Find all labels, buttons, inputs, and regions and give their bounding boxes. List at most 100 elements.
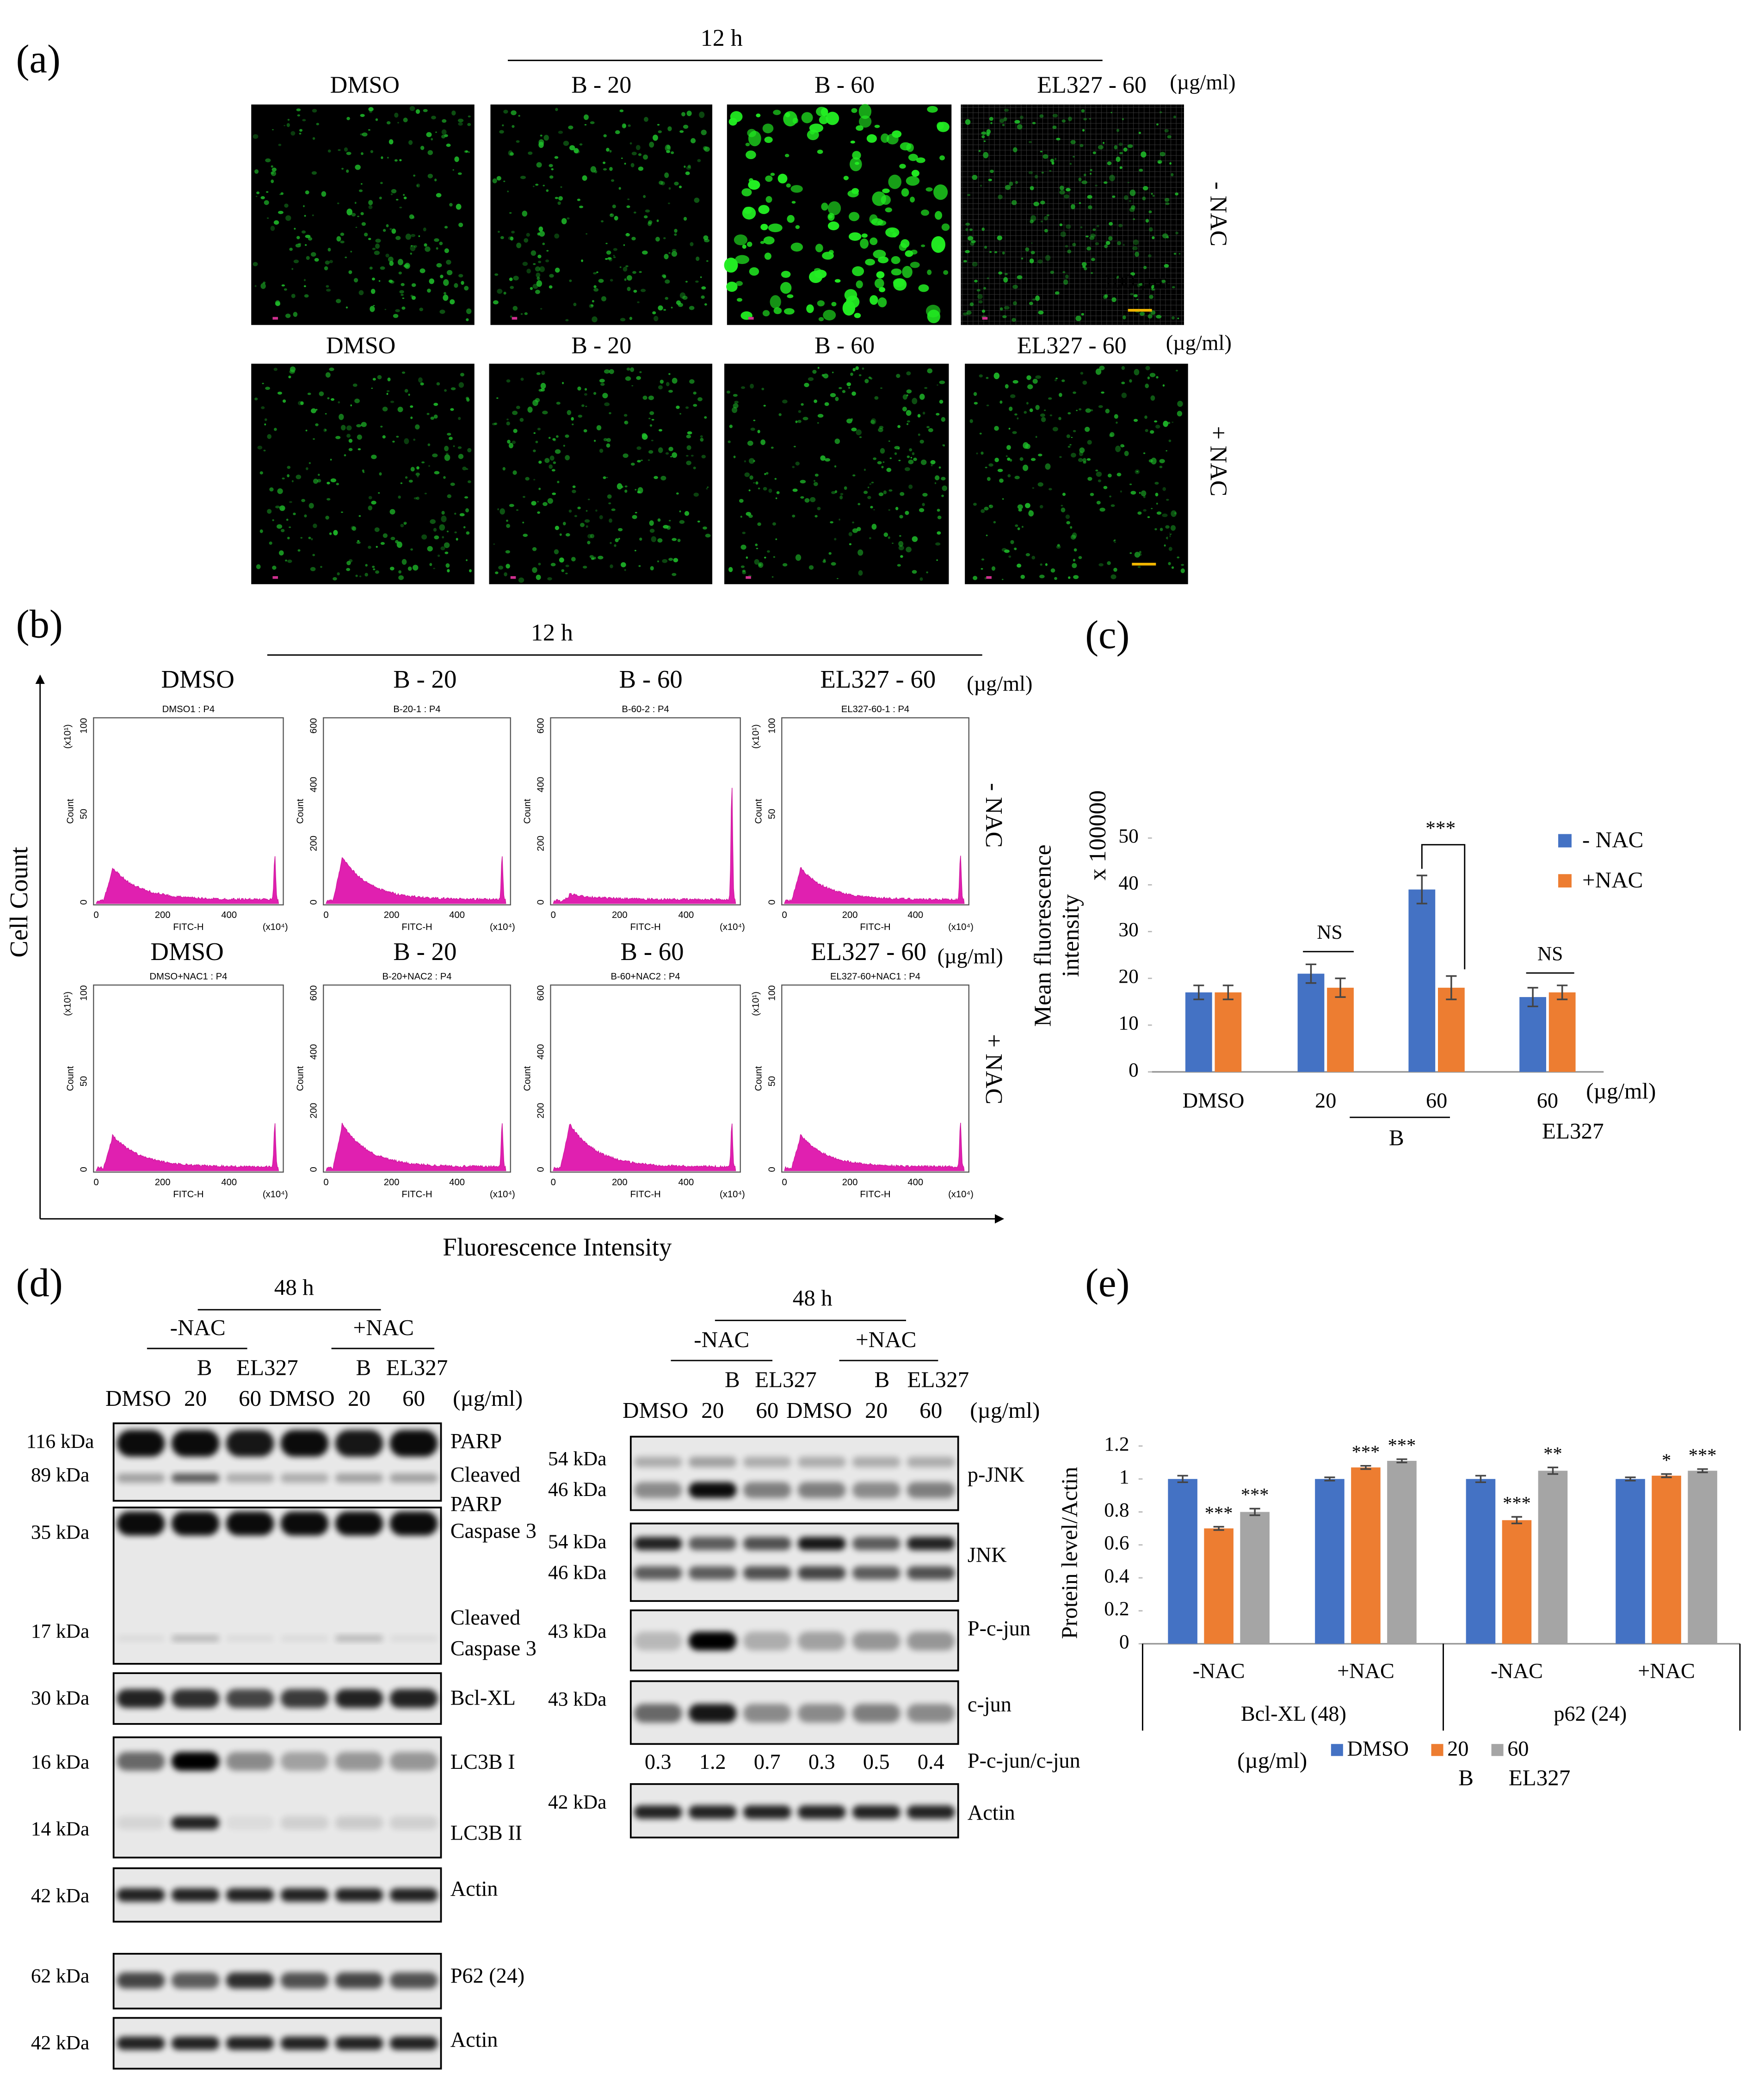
speck [612, 204, 616, 209]
speck [507, 439, 511, 444]
speck [556, 435, 559, 438]
speck [808, 377, 814, 381]
speck [563, 444, 565, 447]
speck [1147, 254, 1152, 258]
speck [683, 217, 687, 221]
speck [535, 266, 541, 272]
speck [287, 466, 291, 469]
speck [386, 390, 390, 393]
speck [804, 382, 809, 388]
bar [1538, 1471, 1568, 1644]
speck [360, 183, 363, 185]
micrograph [961, 104, 1184, 325]
speck [449, 203, 453, 207]
ratio-label: P-c-jun/c-jun [968, 1748, 1080, 1772]
speck [439, 524, 445, 531]
speck [623, 244, 625, 246]
speck [593, 439, 596, 442]
speck [511, 230, 515, 234]
speck [364, 572, 368, 577]
speck [1035, 436, 1037, 438]
speck [1033, 202, 1039, 207]
speck [609, 150, 612, 153]
speck [361, 222, 366, 226]
plot-scale: (x10¹) [63, 724, 73, 749]
speck [905, 511, 909, 515]
speck [468, 151, 470, 153]
speck [325, 260, 330, 265]
speck [536, 280, 543, 287]
speck [434, 471, 440, 474]
speck [839, 518, 840, 521]
speck [495, 571, 499, 574]
speck [337, 572, 340, 576]
speck [571, 557, 576, 562]
speck [1079, 447, 1085, 453]
speck [1090, 173, 1092, 175]
speck [264, 418, 267, 421]
speck [924, 387, 928, 389]
speck [881, 133, 889, 143]
speck [827, 201, 841, 215]
speck [899, 535, 901, 537]
speck [980, 185, 982, 187]
speck [858, 104, 872, 119]
speck [297, 114, 301, 117]
plot-tick-label: 50 [767, 809, 777, 819]
speck [981, 451, 984, 455]
speck [1095, 368, 1102, 375]
speck [1107, 161, 1112, 166]
speck [867, 486, 870, 488]
speck [615, 130, 620, 135]
speck [368, 505, 373, 511]
speck [538, 461, 542, 464]
speck [978, 150, 981, 152]
speck [444, 134, 448, 137]
speck [538, 562, 541, 566]
speck [1162, 384, 1165, 387]
speck [312, 554, 315, 556]
speck [1040, 563, 1042, 566]
speck [415, 472, 420, 476]
bar [1240, 1512, 1270, 1644]
speck [427, 150, 433, 155]
plot-title: EL327-60-1 : P4 [841, 704, 909, 714]
speck [410, 252, 413, 255]
blot [112, 1672, 442, 1725]
speck [900, 239, 910, 248]
speck [1012, 284, 1018, 289]
speck [696, 256, 700, 261]
speck [267, 509, 272, 514]
speck [552, 492, 556, 495]
speck [988, 179, 993, 181]
speck [1170, 525, 1176, 531]
lane-label: 60 [402, 1385, 425, 1411]
speck [729, 425, 733, 428]
speck [984, 506, 989, 511]
speck [595, 509, 598, 512]
speck [581, 404, 585, 407]
speck [336, 483, 339, 486]
speck [316, 123, 319, 125]
speck [886, 468, 892, 472]
speck [408, 140, 413, 145]
panel-label: (a) [16, 37, 61, 81]
speck [1078, 556, 1082, 560]
speck [1054, 379, 1057, 382]
speck [260, 283, 266, 289]
speck [810, 497, 816, 503]
speck [1134, 369, 1140, 376]
speck [1038, 310, 1044, 315]
speck [695, 280, 699, 283]
speck [401, 559, 407, 565]
marker-label: 42 kDa [31, 1884, 89, 1907]
speck [277, 391, 282, 395]
speck [427, 289, 431, 293]
speck [863, 491, 868, 494]
speck [299, 133, 302, 135]
speck [1116, 473, 1122, 477]
speck [1002, 251, 1005, 255]
speck [888, 489, 893, 492]
speck [385, 253, 389, 258]
plot-tick-label: 0 [782, 1177, 787, 1188]
